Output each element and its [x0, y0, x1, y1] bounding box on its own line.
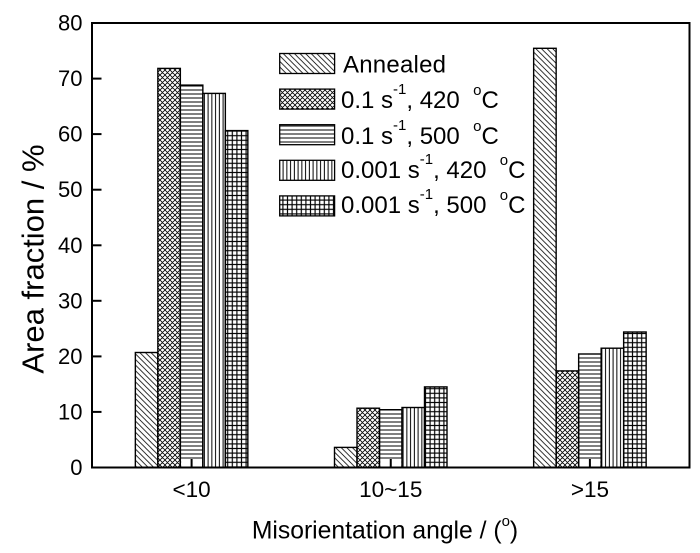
svg-text:10: 10	[58, 399, 82, 424]
svg-text:80: 80	[58, 11, 82, 36]
svg-text:20: 20	[58, 344, 82, 369]
svg-text:Area fraction / %: Area fraction / %	[16, 144, 51, 373]
svg-text:Annealed: Annealed	[343, 52, 446, 79]
svg-text:40: 40	[58, 233, 82, 258]
svg-text:70: 70	[58, 66, 82, 91]
svg-text:10~15: 10~15	[359, 477, 422, 502]
svg-text:0.001 s-1, 420 oC: 0.001 s-1, 420 oC	[341, 151, 525, 184]
svg-text:0.1 s-1, 420 oC: 0.1 s-1, 420 oC	[341, 81, 499, 114]
svg-text:30: 30	[58, 288, 82, 313]
svg-text:0: 0	[70, 455, 82, 480]
svg-text:0.001 s-1, 500 oC: 0.001 s-1, 500 oC	[341, 186, 525, 219]
svg-text:Misorientation angle / (o): Misorientation angle / (o)	[252, 513, 518, 544]
svg-text:0.1 s-1, 500 oC: 0.1 s-1, 500 oC	[341, 117, 499, 150]
svg-text:60: 60	[58, 122, 82, 147]
svg-text:>15: >15	[571, 477, 609, 502]
svg-text:50: 50	[58, 177, 82, 202]
svg-text:<10: <10	[173, 477, 211, 502]
